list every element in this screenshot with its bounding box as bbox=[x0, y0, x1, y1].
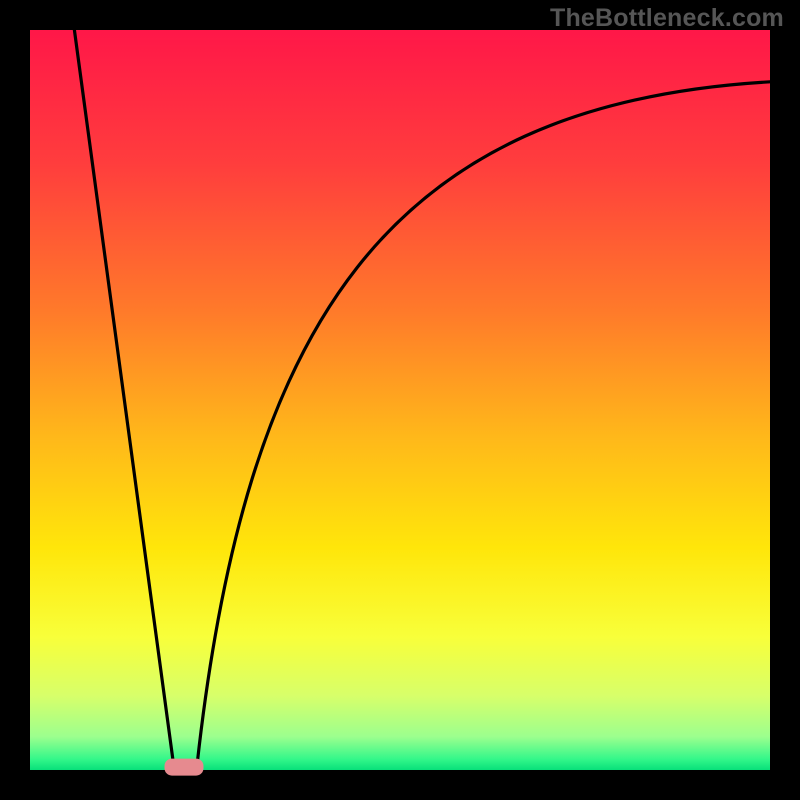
curve-left-branch bbox=[74, 30, 174, 770]
plot-area bbox=[30, 30, 770, 770]
curve-right-branch bbox=[197, 82, 771, 770]
chart-frame: TheBottleneck.com bbox=[0, 0, 800, 800]
watermark-text: TheBottleneck.com bbox=[550, 4, 784, 33]
curve-layer bbox=[30, 30, 770, 770]
bottleneck-marker bbox=[164, 759, 203, 776]
